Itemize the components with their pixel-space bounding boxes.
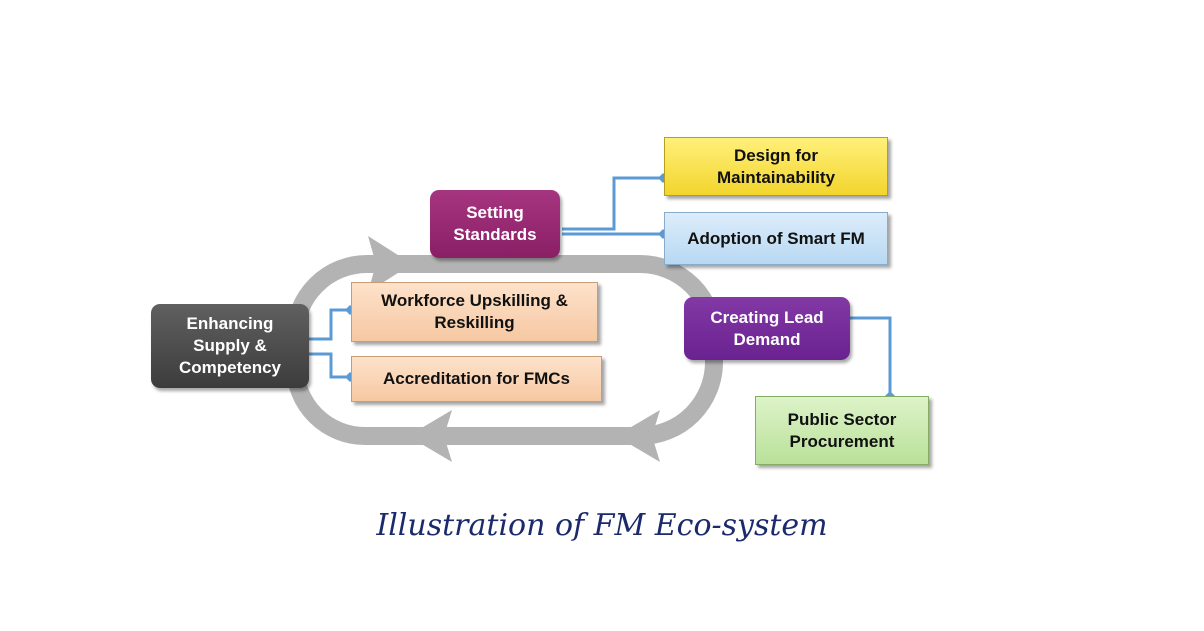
smart-fm-label: Adoption of Smart FM <box>687 228 865 248</box>
setting-standards-node: Setting Standards <box>430 190 560 258</box>
enhancing-label: Enhancing Supply & Competency <box>178 314 282 377</box>
enhancing-supply-competency-node: Enhancing Supply & Competency <box>151 304 309 388</box>
smart-fm-node: Adoption of Smart FM <box>664 212 888 265</box>
connector-lead-procurement <box>850 316 892 396</box>
procurement-label: Public Sector Procurement <box>787 409 897 451</box>
connector-setting-design <box>562 176 663 231</box>
cycle-arrowheads <box>368 236 660 462</box>
creating-lead-demand-node: Creating Lead Demand <box>684 297 850 360</box>
arrowhead-bottom-right <box>616 410 660 462</box>
workforce-upskilling-node: Workforce Upskilling & Reskilling <box>351 282 598 342</box>
connector-enhancing-workforce <box>309 308 350 341</box>
connectors <box>309 176 892 396</box>
workforce-label: Workforce Upskilling & Reskilling <box>381 291 568 332</box>
diagram-caption: Illustration of FM Eco-system <box>376 508 828 543</box>
arrowhead-top <box>368 236 412 292</box>
design-maintainability-node: Design for Maintainability <box>664 137 888 196</box>
accreditation-label: Accreditation for FMCs <box>382 369 571 388</box>
arrowhead-bottom-left <box>408 410 452 462</box>
accreditation-node: Accreditation for FMCs <box>351 356 602 402</box>
creating-lead-demand-label: Creating Lead Demand <box>710 307 824 349</box>
setting-standards-label: Setting Standards <box>453 203 537 244</box>
design-label: Design for Maintainability <box>716 145 836 187</box>
connector-enhancing-accreditation <box>309 352 350 379</box>
public-sector-procurement-node: Public Sector Procurement <box>755 396 929 465</box>
